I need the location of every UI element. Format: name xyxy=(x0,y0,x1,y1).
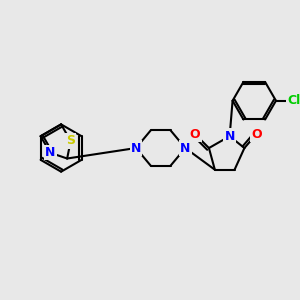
Text: N: N xyxy=(45,146,56,159)
Text: Cl: Cl xyxy=(287,94,300,107)
Text: O: O xyxy=(190,128,200,141)
Text: S: S xyxy=(66,134,75,147)
Text: N: N xyxy=(180,142,190,154)
Text: N: N xyxy=(131,142,141,154)
Text: N: N xyxy=(224,130,235,143)
Text: O: O xyxy=(251,128,262,141)
